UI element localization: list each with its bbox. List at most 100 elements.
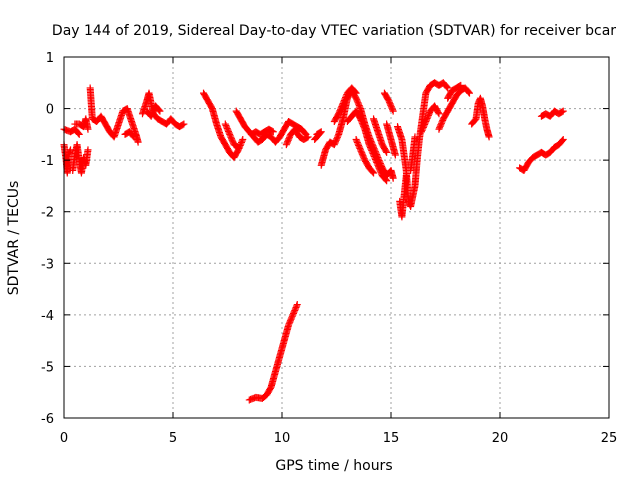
x-tick-label: 5 — [169, 431, 177, 446]
data-point — [435, 110, 443, 118]
data-point — [340, 98, 348, 106]
x-tick-label: 0 — [60, 431, 68, 446]
data-point — [229, 138, 237, 146]
data-point — [374, 161, 382, 169]
data-points — [60, 79, 567, 404]
data-point — [383, 148, 391, 156]
data-point — [355, 102, 363, 110]
data-point — [355, 100, 363, 108]
y-tick-label: -4 — [41, 309, 54, 324]
data-point — [148, 111, 156, 119]
data-point — [559, 136, 567, 144]
y-tick-label: -1 — [41, 154, 54, 169]
x-tick-label: 20 — [492, 431, 509, 446]
data-point — [375, 164, 383, 172]
data-point — [224, 127, 232, 135]
data-point — [330, 141, 338, 149]
data-point — [148, 109, 156, 117]
data-point — [421, 120, 429, 128]
data-point — [421, 119, 429, 127]
data-point — [370, 169, 378, 177]
data-point — [434, 108, 442, 116]
data-point — [84, 146, 92, 154]
data-point — [155, 106, 163, 114]
data-point — [130, 133, 138, 141]
ticks — [63, 56, 610, 419]
data-point — [285, 133, 293, 141]
x-tick-label: 25 — [601, 431, 618, 446]
data-point — [360, 122, 368, 130]
data-point — [341, 95, 349, 103]
data-point — [371, 155, 379, 163]
data-point — [238, 138, 246, 146]
data-point — [418, 126, 426, 134]
data-point — [284, 136, 292, 144]
data-point — [290, 308, 298, 316]
data-point — [383, 177, 391, 185]
data-point — [354, 140, 362, 148]
data-point — [233, 143, 241, 151]
data-point — [388, 104, 396, 112]
data-point — [282, 141, 290, 149]
data-point — [290, 309, 298, 317]
data-point — [382, 147, 390, 155]
data-point — [419, 123, 427, 131]
data-point — [424, 112, 432, 120]
data-point — [340, 96, 348, 104]
chart-title: Day 144 of 2019, Sidereal Day-to-day VTE… — [52, 23, 616, 39]
data-point — [333, 133, 341, 141]
data-point — [332, 138, 340, 146]
data-point — [370, 152, 378, 160]
data-point — [288, 314, 296, 322]
data-point — [376, 166, 384, 174]
y-tick-label: -3 — [41, 257, 54, 272]
data-point — [221, 120, 229, 128]
data-point — [465, 89, 473, 97]
data-point — [285, 321, 293, 329]
data-point — [283, 139, 291, 147]
data-point — [366, 142, 374, 150]
data-point — [353, 96, 361, 104]
data-point — [423, 116, 431, 124]
data-point — [342, 94, 350, 102]
data-point — [304, 133, 312, 141]
data-point — [129, 132, 137, 140]
data-point — [411, 133, 419, 141]
data-point — [338, 102, 346, 110]
data-point — [358, 149, 366, 157]
data-point — [234, 143, 242, 151]
data-point — [284, 138, 292, 146]
data-point — [387, 103, 395, 111]
data-point — [389, 107, 397, 115]
data-point — [134, 138, 142, 146]
data-point — [268, 127, 276, 135]
data-point — [355, 141, 363, 149]
data-point — [457, 81, 465, 89]
data-point — [335, 110, 343, 118]
data-point — [437, 119, 445, 127]
data-point — [179, 121, 187, 129]
x-tick-label: 15 — [383, 431, 400, 446]
data-point — [303, 134, 311, 142]
data-point — [238, 137, 246, 145]
data-point — [353, 137, 361, 145]
y-tick-label: -5 — [41, 360, 54, 375]
data-point — [422, 117, 430, 125]
data-point — [366, 144, 374, 152]
data-point — [84, 125, 92, 133]
data-point — [228, 135, 236, 143]
data-point — [353, 138, 361, 146]
data-point — [67, 146, 75, 154]
data-point — [385, 97, 393, 105]
data-point — [339, 99, 347, 107]
data-point — [358, 150, 366, 158]
data-point — [149, 108, 157, 116]
data-point — [223, 123, 231, 131]
data-point — [368, 148, 376, 156]
data-point — [443, 83, 451, 91]
data-point — [373, 160, 381, 168]
data-point — [333, 135, 341, 143]
data-point — [558, 137, 566, 145]
plot-frame — [63, 56, 610, 419]
